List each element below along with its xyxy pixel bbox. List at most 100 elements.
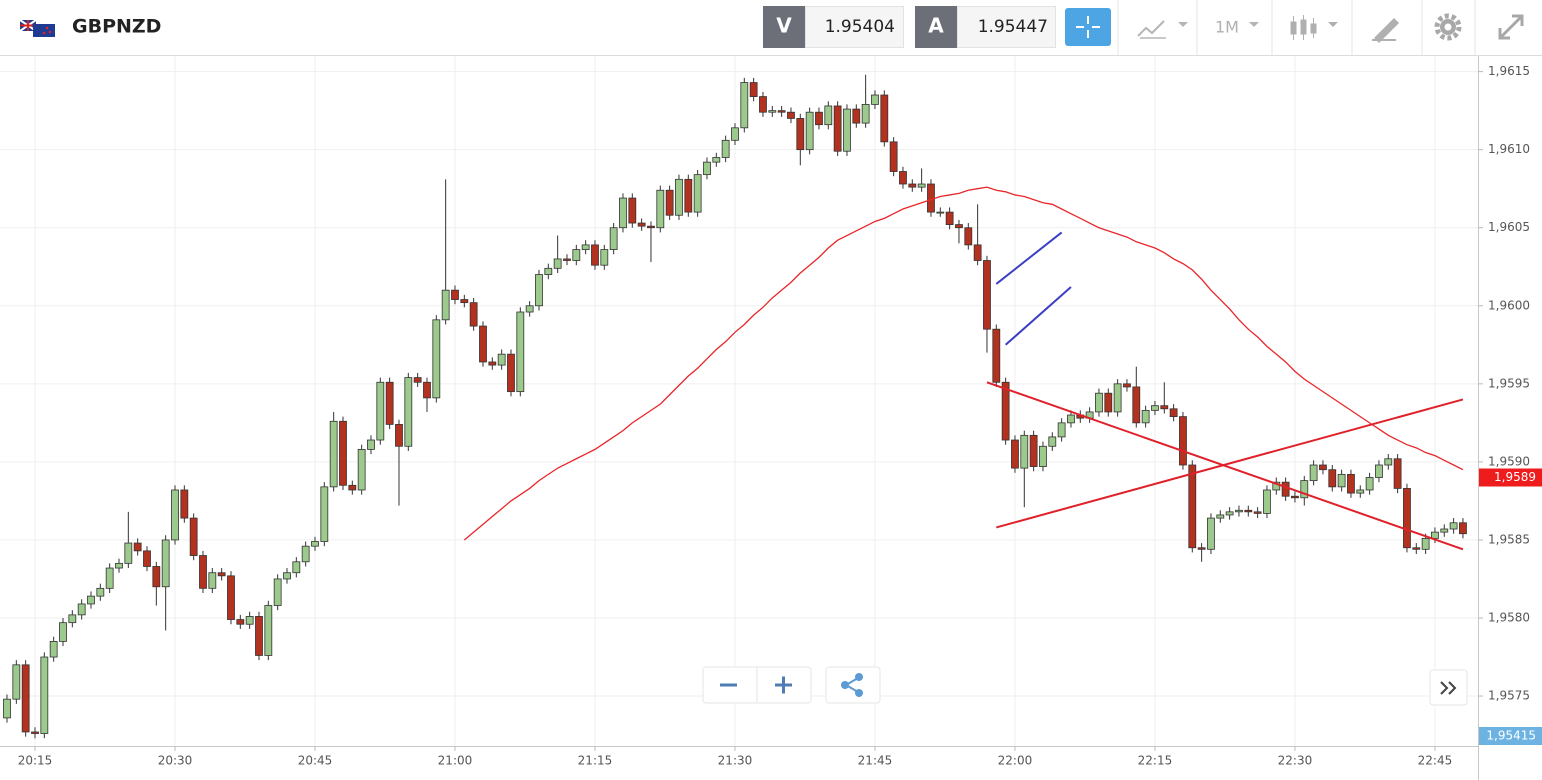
x-tick-label: 20:45: [298, 754, 333, 768]
x-tick-label: 21:30: [718, 754, 753, 768]
candle-body: [1244, 509, 1253, 513]
chart-type-button[interactable]: [1137, 20, 1188, 39]
share-button[interactable]: [825, 666, 881, 704]
candle-body: [1365, 477, 1374, 491]
candle-body: [1440, 528, 1449, 533]
plot-area: [0, 56, 1478, 746]
ask-box[interactable]: [957, 6, 1056, 48]
candle-body: [59, 622, 67, 642]
candle-body: [1048, 436, 1057, 447]
x-tick-label: 22:45: [1418, 754, 1453, 768]
candle-body: [441, 289, 450, 321]
x-tick-label: 20:30: [158, 754, 193, 768]
candle-body: [339, 420, 347, 486]
timeframe-button[interactable]: 1M: [1215, 18, 1259, 37]
candle-body: [479, 325, 487, 363]
crosshair-button[interactable]: [1065, 8, 1111, 46]
candle-body: [40, 656, 49, 734]
candle-body: [927, 183, 935, 213]
candle-body: [833, 105, 842, 152]
y-tick-label: 1,9610: [1488, 142, 1530, 156]
candle-body: [1039, 445, 1047, 467]
candle-body: [255, 616, 263, 656]
bid-label: V: [776, 14, 792, 38]
last-price-label: 1,9589: [1494, 470, 1536, 484]
candle-body: [385, 381, 394, 425]
candle-body: [1253, 511, 1262, 514]
candle-body: [1095, 392, 1103, 413]
candle-body: [115, 562, 123, 569]
candle-body: [171, 489, 179, 541]
candle-body: [1207, 517, 1215, 550]
candle-body: [1309, 464, 1318, 482]
candle-body: [1403, 488, 1411, 549]
candle-body: [675, 178, 683, 216]
candle-body: [563, 258, 571, 261]
candle-body: [908, 183, 917, 188]
candle-body: [637, 222, 646, 227]
candle-body: [1300, 480, 1309, 499]
trend-line: [1004, 286, 1072, 346]
candle-body: [777, 110, 786, 113]
candle-body: [1393, 458, 1402, 489]
expand-button[interactable]: [1498, 14, 1524, 40]
candle-body: [367, 439, 375, 450]
y-tick-label: 1,9605: [1488, 220, 1530, 234]
x-tick-label: 22:00: [998, 754, 1033, 768]
candle-body: [96, 587, 105, 597]
candle-body: [889, 141, 898, 172]
zoom-in-button[interactable]: [775, 676, 792, 694]
candle-body: [1113, 383, 1122, 413]
candle-body: [591, 244, 599, 266]
candle-body: [245, 616, 254, 625]
candle-body: [413, 377, 422, 383]
bid-box[interactable]: [805, 6, 904, 48]
candle-body: [1011, 439, 1019, 469]
candle-body: [143, 550, 151, 567]
draw-tool-button[interactable]: [1372, 18, 1399, 43]
candle-body: [152, 566, 161, 588]
candle-body: [815, 111, 823, 126]
candle-body: [936, 211, 945, 214]
trend-line: [996, 398, 1464, 529]
candle-body: [861, 103, 870, 124]
marks: [3, 74, 1467, 739]
toolbar-separators: [1117, 0, 1476, 55]
candle-body: [1179, 416, 1187, 466]
timeframe: 1M: [1215, 18, 1239, 37]
candle-body: [1356, 489, 1365, 494]
candle-body: [217, 572, 226, 577]
y-tick-label: 1,9585: [1488, 532, 1530, 546]
candle-body: [357, 448, 366, 491]
axis-price-label: 1,95415: [1486, 729, 1536, 743]
candle-body: [68, 614, 77, 624]
ask-button[interactable]: [915, 6, 957, 48]
candle-body: [1291, 495, 1299, 499]
candle-body: [124, 542, 133, 564]
candle-body: [544, 267, 553, 275]
y-tick-label: 1,9595: [1488, 376, 1530, 390]
x-tick-label: 21:00: [438, 754, 473, 768]
candle-body: [1347, 473, 1355, 494]
candle-body: [1421, 537, 1430, 550]
candle-body: [1328, 469, 1337, 488]
x-tick-label: 21:15: [578, 754, 613, 768]
candle-body: [1319, 464, 1327, 471]
bid-price: 1.95404: [825, 17, 895, 37]
axis-price-box: [1479, 727, 1542, 745]
scroll-right-button[interactable]: [1429, 669, 1468, 706]
candle-body: [973, 244, 982, 261]
bid-button[interactable]: [763, 6, 805, 48]
candle-body: [320, 486, 329, 542]
candle-body: [805, 111, 814, 151]
candle-body: [432, 319, 441, 399]
candle-type-button[interactable]: [1290, 15, 1338, 40]
candle-body: [945, 211, 954, 225]
candle-body: [1057, 422, 1066, 438]
trend-line: [995, 231, 1063, 285]
x-tick-label: 20:15: [18, 754, 53, 768]
candle-body: [1160, 405, 1169, 410]
candle-body: [1029, 434, 1038, 467]
settings-button[interactable]: [1434, 13, 1462, 41]
ask-price: 1.95447: [978, 17, 1048, 37]
